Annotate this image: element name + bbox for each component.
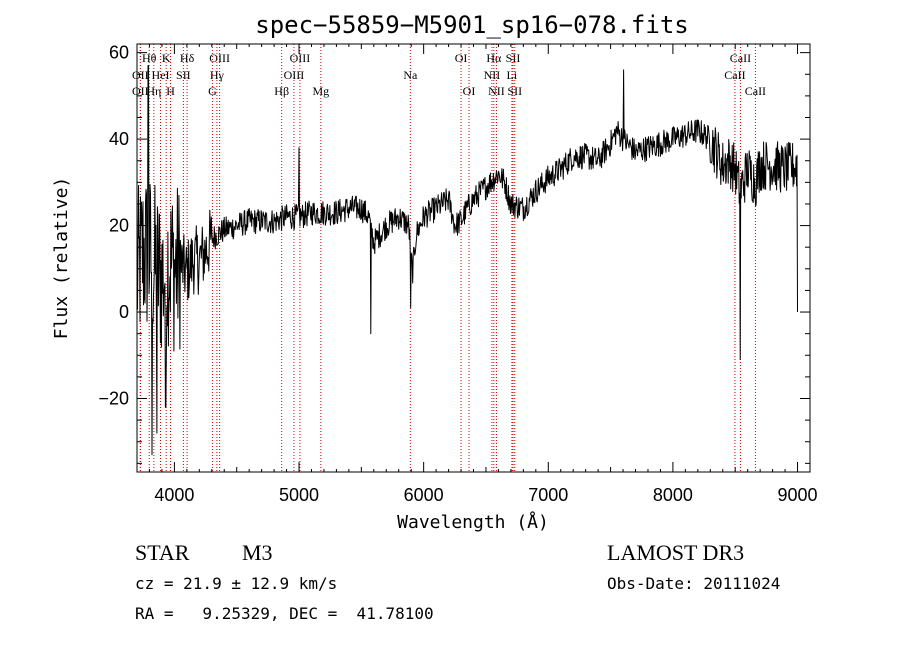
line-marker-label: SII	[176, 68, 191, 82]
line-marker-label: Hδ	[180, 51, 195, 65]
ra-dec: RA = 9.25329, DEC = 41.78100	[135, 604, 434, 623]
line-marker-label: OIII	[209, 51, 230, 65]
plot-frame	[136, 43, 811, 473]
x-tick-label: 9000	[778, 485, 818, 505]
line-marker-label: Mg	[312, 84, 329, 98]
survey-name: LAMOST DR3	[607, 540, 744, 565]
x-ticks: 4000 5000 6000 7000 8000 9000	[136, 44, 818, 505]
y-tick-label: −20	[98, 389, 129, 409]
line-marker-label: Hγ	[210, 68, 225, 82]
line-marker-label: Li	[507, 68, 518, 82]
redshift-cz: cz = 21.9 ± 12.9 km/s	[135, 574, 337, 593]
object-class: STAR	[135, 540, 190, 565]
line-marker-label: OI	[455, 51, 468, 65]
obs-date: Obs-Date: 20111024	[607, 574, 780, 593]
line-marker-label: H	[166, 84, 175, 98]
line-marker-label: SII	[507, 84, 522, 98]
line-marker-label: OII	[132, 84, 149, 98]
line-marker-label: OIII	[284, 68, 305, 82]
chart-title: spec−55859−M5901_sp16−078.fits	[255, 11, 688, 39]
line-marker-label: K	[162, 51, 171, 65]
y-tick-label: 60	[109, 43, 129, 63]
line-marker-label: HeI	[152, 68, 170, 82]
line-marker-label: OI	[463, 84, 476, 98]
line-marker-label: CaII	[745, 84, 766, 98]
y-ticks: −20 0 20 40 60	[98, 43, 810, 464]
line-marker-label: CaII	[730, 51, 751, 65]
y-tick-label: 0	[119, 302, 129, 322]
y-tick-label: 40	[109, 129, 129, 149]
line-marker-label: OIII	[290, 51, 311, 65]
line-marker-label: Hη	[146, 84, 161, 98]
line-marker-label: NII	[488, 84, 505, 98]
line-marker-label: G	[208, 84, 217, 98]
line-marker-label: Hβ	[274, 84, 289, 98]
x-tick-label: 4000	[154, 485, 194, 505]
y-tick-label: 20	[109, 216, 129, 236]
x-tick-label: 5000	[279, 485, 319, 505]
y-axis-label: Flux (relative)	[51, 177, 72, 340]
object-subclass: M3	[242, 540, 273, 565]
line-marker-label: Na	[403, 68, 418, 82]
x-tick-label: 6000	[404, 485, 444, 505]
line-marker-label: Hα	[486, 51, 502, 65]
x-tick-label: 8000	[653, 485, 693, 505]
line-marker-label: SII	[506, 51, 521, 65]
line-marker-label: Hθ	[142, 51, 157, 65]
x-axis-label: Wavelength (Å)	[397, 511, 549, 533]
line-marker-label: CaII	[724, 68, 745, 82]
x-tick-label: 7000	[528, 485, 568, 505]
spectrum-line	[136, 65, 798, 456]
line-marker-label: NII	[484, 68, 501, 82]
